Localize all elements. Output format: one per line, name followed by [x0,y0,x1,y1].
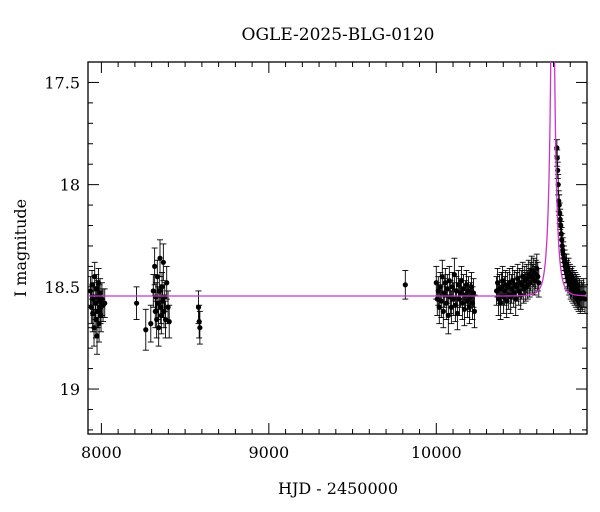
data-point [197,325,203,331]
x-tick-label: 8000 [81,443,122,462]
data-point [471,308,478,314]
data-point [94,333,100,339]
y-tick-label: 17.5 [44,73,80,92]
data-point [557,216,563,222]
data-point [97,290,103,296]
data-point [152,263,158,269]
chart-title: OGLE-2025-BLG-0120 [242,25,435,45]
data-point [157,255,163,261]
data-point [133,300,140,306]
data-point [460,286,467,292]
data-point [451,271,457,278]
plot-frame [87,61,588,435]
data-point [143,327,149,333]
y-tick-label: 18.5 [44,278,80,297]
data-point [402,282,408,288]
data-point [453,288,459,294]
data-point [444,286,450,292]
data-point [156,325,162,331]
data-point [445,312,451,319]
data-point [164,280,170,286]
data-point [497,300,504,306]
data-point [581,290,587,296]
data-point [196,318,202,325]
data-point [582,296,588,302]
data-point [90,296,96,302]
data-point [440,308,446,314]
data-point [439,274,445,280]
data-point [195,304,202,310]
plot-area: 8000 9000 10000 17.5 18 18.5 19 [44,61,588,462]
data-point [448,304,454,310]
data-point [536,280,542,286]
y-tick-label: 18 [60,176,80,195]
x-tick-label: 9000 [248,443,289,462]
data-point [442,280,448,286]
data-point [458,278,465,284]
data-point [558,222,564,229]
data-point [557,210,563,216]
model-curve [88,62,586,297]
data-point [150,288,156,294]
data-point [454,310,460,317]
data-point [166,318,172,325]
data-point [158,304,164,310]
data-point [535,274,541,280]
y-tick-label: 19 [60,380,80,399]
data-point [450,296,456,302]
data-point [159,284,165,290]
data-point [470,290,477,296]
data-point [148,321,154,327]
data-point [160,259,166,265]
data-point [91,325,97,331]
y-axis-label: I magnitude [11,199,30,297]
x-tick-label: 10000 [411,443,462,462]
data-point [438,298,444,304]
data-point [102,300,108,306]
x-axis-label: HJD - 2450000 [278,479,398,498]
data-point [436,304,442,310]
data-point [556,202,562,208]
